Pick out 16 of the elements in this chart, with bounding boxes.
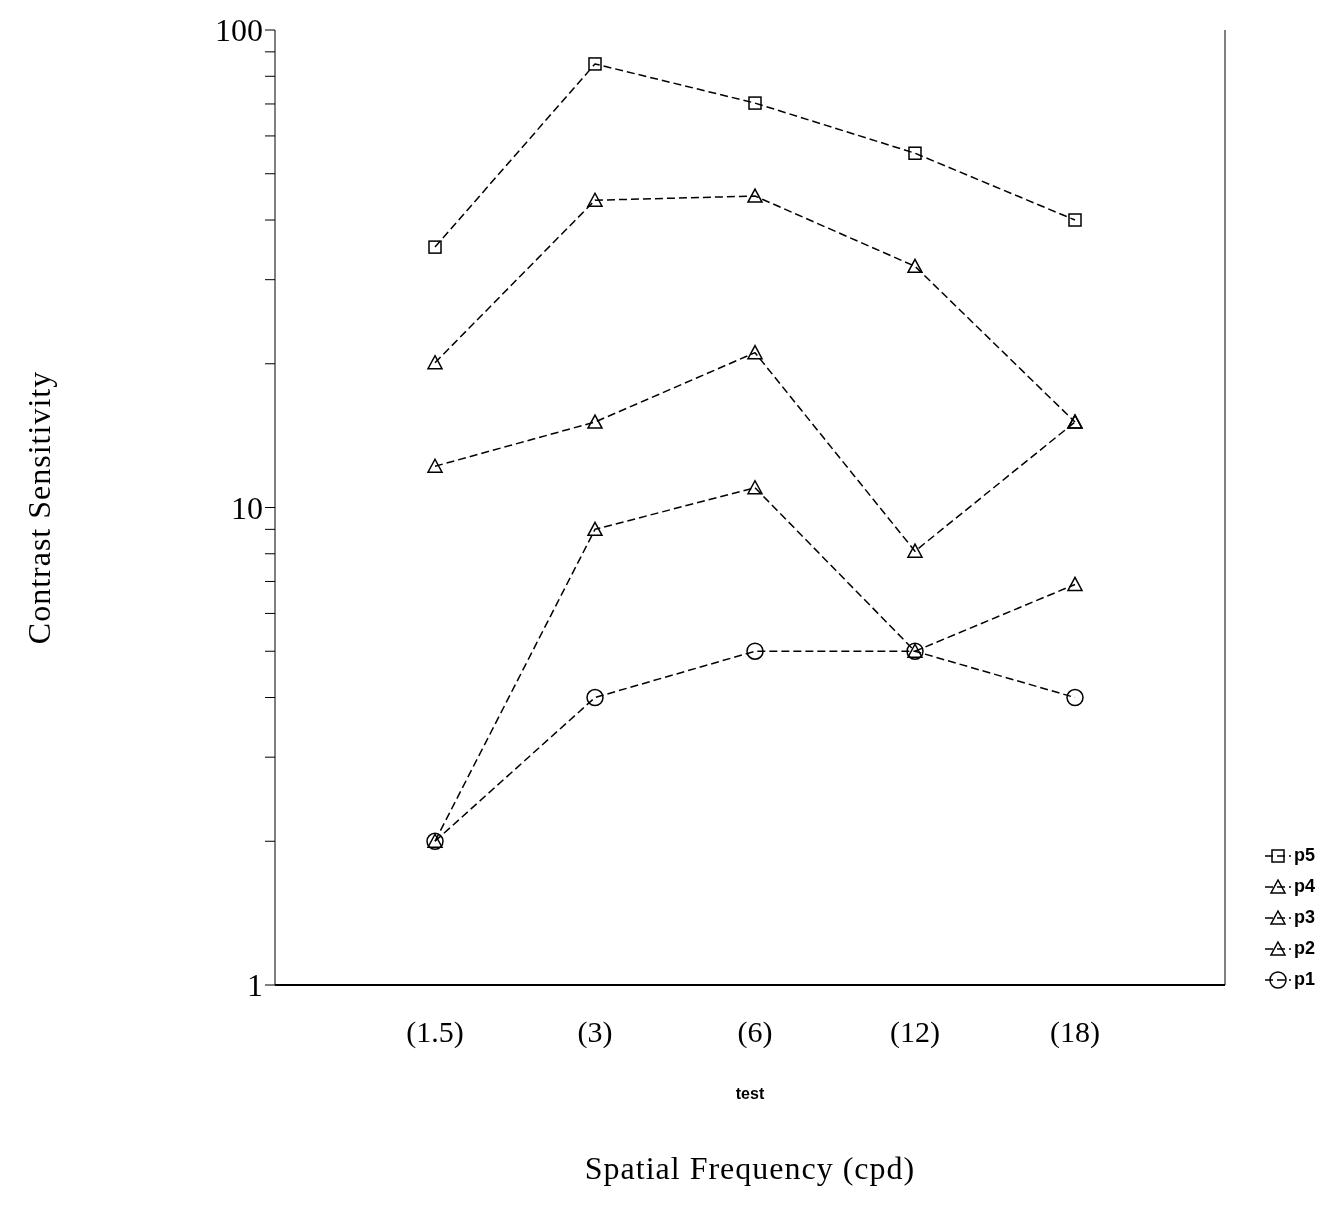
legend-label: p1 (1293, 969, 1315, 990)
legend-label: p3 (1293, 907, 1315, 928)
x-tick-label: (6) (737, 1015, 773, 1050)
legend-label: p4 (1293, 876, 1315, 897)
text: test (734, 1085, 766, 1103)
y-tick-label: 10 (231, 489, 263, 526)
legend-label: p2 (1293, 938, 1315, 959)
y-tick-label: 1 (247, 967, 263, 1004)
x-tick-label: (3) (577, 1015, 613, 1050)
x-axis-title: Spatial Frequency (cpd) (583, 1150, 917, 1187)
y-tick-label: 100 (215, 12, 263, 49)
y-axis-title: Contrast Sensitivity (21, 370, 59, 645)
legend-label: p5 (1293, 845, 1315, 866)
x-tick-label: (18) (1050, 1015, 1100, 1050)
x-tick-label: (12) (890, 1015, 940, 1050)
x-tick-label: (1.5) (406, 1015, 464, 1050)
